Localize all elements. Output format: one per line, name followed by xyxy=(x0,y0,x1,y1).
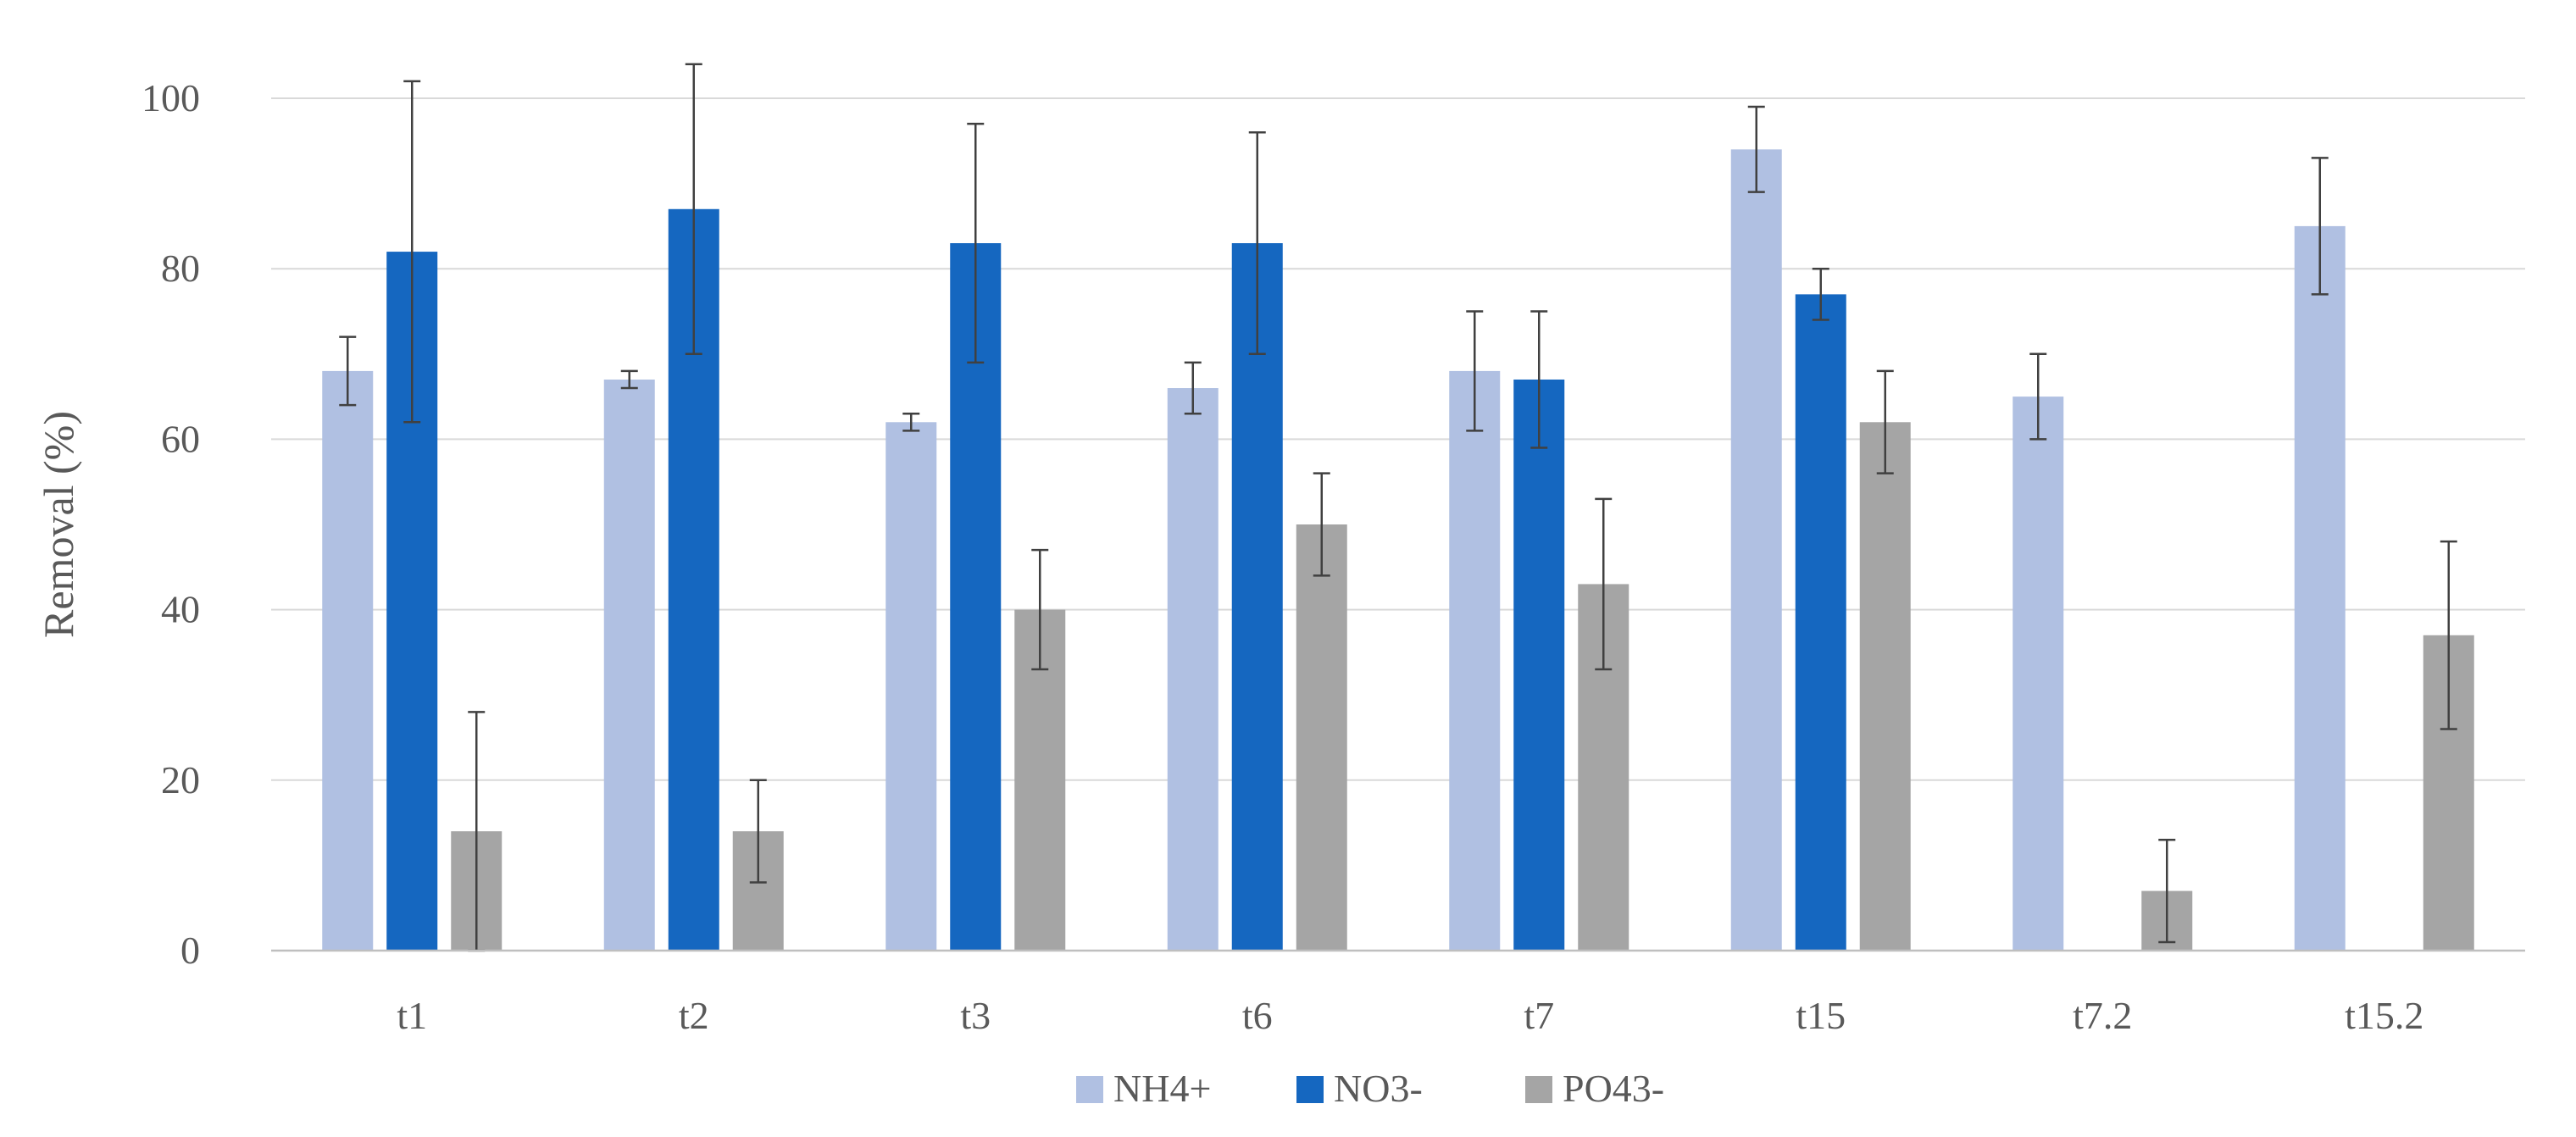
x-tick-label-t15.2: t15.2 xyxy=(2345,994,2423,1037)
x-tick-label-t15: t15 xyxy=(1796,994,1846,1037)
bar-NH4+-t7.2 xyxy=(2012,397,2064,951)
error-bar-NH4+-t7.2 xyxy=(2029,352,2047,441)
bar-PO43--t15 xyxy=(1859,422,1911,951)
x-tick-label-t7: t7 xyxy=(1524,994,1554,1037)
error-bar-PO43--t7.2 xyxy=(2158,838,2176,944)
bar-NO3--t7 xyxy=(1513,379,1565,951)
error-bar-NH4+-t15.2 xyxy=(2311,157,2329,296)
error-bar-PO43--t15.2 xyxy=(2440,540,2457,730)
bars xyxy=(322,149,2474,951)
x-tick-label-t3: t3 xyxy=(960,994,991,1037)
legend: NH4+ NO3- PO43- xyxy=(1076,1067,1664,1110)
y-tick-label-40: 40 xyxy=(161,588,200,631)
y-tick-label-80: 80 xyxy=(161,247,200,290)
bar-NH4+-t2 xyxy=(603,379,655,951)
error-bar-NH4+-t6 xyxy=(1184,361,1202,415)
bar-NO3--t15 xyxy=(1795,294,1846,951)
error-bar-NO3--t7 xyxy=(1530,310,1548,449)
y-axis-title: Removal (%) xyxy=(35,411,82,638)
y-tick-label-100: 100 xyxy=(142,76,200,119)
error-bar-NO3--t3 xyxy=(967,122,985,364)
legend-label-PO43-: PO43- xyxy=(1563,1067,1664,1110)
x-tick-label-t7.2: t7.2 xyxy=(2073,994,2132,1037)
bar-NH4+-t6 xyxy=(1167,388,1219,951)
bar-NH4+-t1 xyxy=(322,370,374,951)
error-bar-NO3--t2 xyxy=(685,63,702,356)
error-bar-PO43--t6 xyxy=(1313,472,1330,577)
bar-NO3--t6 xyxy=(1231,243,1283,951)
error-bar-NO3--t15 xyxy=(1812,267,1829,321)
legend-item-NO3-: NO3- xyxy=(1296,1067,1423,1110)
error-bars xyxy=(339,63,2457,952)
bar-NH4+-t3 xyxy=(886,422,937,951)
error-bar-NH4+-t1 xyxy=(339,336,357,407)
error-bar-NH4+-t3 xyxy=(902,412,920,432)
error-bar-NH4+-t2 xyxy=(620,369,638,390)
error-bar-PO43--t2 xyxy=(749,779,767,884)
error-bar-NO3--t6 xyxy=(1248,130,1266,356)
legend-item-PO43-: PO43- xyxy=(1525,1067,1664,1110)
error-bar-NO3--t1 xyxy=(403,80,421,424)
x-tick-label-t2: t2 xyxy=(679,994,709,1037)
bar-NH4+-t7 xyxy=(1449,370,1501,951)
x-tick-label-t1: t1 xyxy=(397,994,427,1037)
bar-NH4+-t15 xyxy=(1730,149,1782,951)
y-tick-label-20: 20 xyxy=(161,758,200,801)
y-tick-label-60: 60 xyxy=(161,417,200,460)
legend-swatch-NH4+ xyxy=(1076,1076,1103,1103)
bar-PO43--t6 xyxy=(1296,524,1347,951)
y-axis-ticks: 0 20 40 60 80 100 xyxy=(142,76,200,972)
bar-NH4+-t15.2 xyxy=(2294,225,2346,951)
legend-swatch-PO43- xyxy=(1525,1076,1552,1103)
error-bar-NH4+-t15 xyxy=(1747,105,1765,193)
error-bar-PO43--t15 xyxy=(1876,369,1894,474)
error-bar-PO43--t3 xyxy=(1031,548,1049,671)
x-axis-ticks: t1 t2 t3 t6 t7 t15 t7.2 t15.2 xyxy=(397,994,2423,1037)
y-tick-label-0: 0 xyxy=(180,929,200,972)
error-bar-NH4+-t7 xyxy=(1466,310,1484,432)
legend-label-NH4+: NH4+ xyxy=(1113,1067,1211,1110)
legend-swatch-NO3- xyxy=(1296,1076,1324,1103)
error-bar-PO43--t7 xyxy=(1595,497,1613,671)
legend-item-NH4+: NH4+ xyxy=(1076,1067,1211,1110)
legend-label-NO3-: NO3- xyxy=(1334,1067,1423,1110)
x-tick-label-t6: t6 xyxy=(1242,994,1273,1037)
